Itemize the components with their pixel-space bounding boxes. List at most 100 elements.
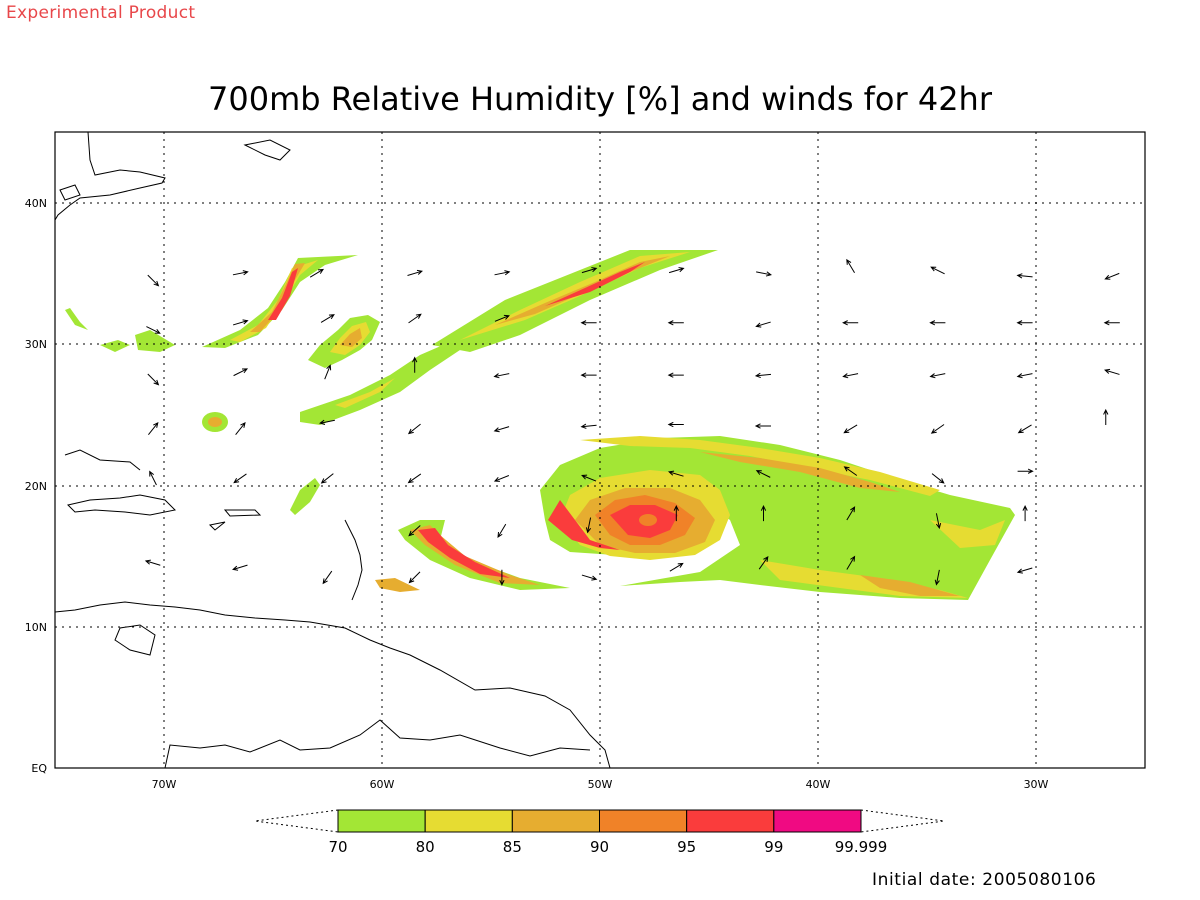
wind-arrow-65	[673, 504, 679, 522]
map-frame	[54, 131, 1146, 769]
grid-lines	[55, 132, 1145, 768]
colorbar-label-3: 90	[590, 838, 609, 856]
wind-arrow-19	[755, 321, 771, 328]
wind-arrow-70	[408, 571, 421, 584]
wind-arrow-32	[842, 373, 859, 379]
wind-arrow-10	[1016, 273, 1033, 279]
wind-arrow-41	[580, 423, 597, 429]
wind-arrow-33	[929, 373, 946, 379]
lon-label-50w: 50W	[588, 778, 613, 791]
wind-arrow-40	[493, 426, 510, 433]
experimental-product-label: Experimental Product	[6, 3, 196, 23]
wind-arrow-8	[846, 258, 855, 273]
colorbar-right-extension	[860, 809, 945, 833]
wind-arrow-68	[935, 513, 942, 530]
wind-arrow-50	[320, 473, 334, 484]
wind-arrow-38	[319, 419, 335, 425]
wind-arrow-59	[144, 559, 161, 566]
humidity-field	[65, 250, 1015, 600]
wind-arrow-62	[408, 525, 421, 537]
wind-arrow-25	[233, 368, 249, 377]
colorbar-bin-0	[337, 809, 426, 833]
wind-arrow-64	[585, 517, 592, 534]
wind-arrow-15	[408, 313, 422, 324]
wind-arrow-24	[147, 373, 160, 386]
colorbar-label-4: 95	[677, 838, 696, 856]
colorbar-label-5: 99	[764, 838, 783, 856]
colorbar-bin-3	[599, 809, 688, 833]
colorbar-bin-4	[686, 809, 775, 833]
wind-arrow-27	[412, 356, 418, 373]
lat-label-30n: 30N	[25, 338, 47, 351]
wind-arrow-1	[232, 270, 249, 276]
wind-arrow-4	[494, 270, 511, 276]
wind-arrow-55	[755, 470, 771, 478]
wind-arrow-36	[148, 422, 159, 435]
wind-arrow-48	[149, 470, 157, 486]
lon-label-30w: 30W	[1024, 778, 1049, 791]
colorbar-label-0: 70	[328, 838, 347, 856]
wind-arrow-56	[843, 466, 858, 476]
wind-arrow-47	[1103, 408, 1109, 425]
wind-arrow-75	[846, 555, 856, 570]
axis-labels: 70W 60W 50W 40W 30W EQ 10N 20N 30N 40N	[25, 197, 1049, 791]
lat-label-20n: 20N	[25, 480, 47, 493]
wind-arrow-71	[499, 569, 505, 586]
wind-arrow-74	[758, 555, 769, 570]
wind-arrow-20	[842, 320, 859, 326]
wind-arrow-26	[324, 364, 332, 380]
wind-arrow-44	[843, 424, 858, 434]
wind-arrow-30	[667, 372, 684, 378]
wind-arrow-29	[580, 372, 597, 378]
wind-arrow-46	[1017, 424, 1032, 434]
lon-label-40w: 40W	[806, 778, 831, 791]
coast-north-america	[55, 132, 166, 221]
wind-arrow-17	[580, 320, 597, 326]
wind-arrow-28	[493, 373, 510, 379]
coastlines	[55, 132, 611, 768]
wind-arrow-49	[233, 473, 247, 484]
wind-arrow-13	[232, 319, 249, 326]
wind-arrow-72	[581, 574, 598, 581]
wind-arrow-21	[929, 320, 946, 326]
wind-arrow-45	[930, 424, 945, 434]
wind-arrow-9	[930, 266, 945, 275]
wind-arrow-53	[581, 474, 597, 482]
colorbar-label-6: 99.999	[835, 838, 888, 856]
wind-arrow-35	[1104, 368, 1120, 375]
colorbar-bin-1	[424, 809, 513, 833]
wind-arrow-61	[322, 570, 333, 585]
wind-arrow-51	[407, 473, 422, 484]
colorbar: 70 80 85 90 95 99 99.999	[254, 809, 945, 856]
wind-arrow-43	[754, 423, 771, 429]
wind-arrow-18	[667, 320, 684, 326]
colorbar-bin-5	[773, 809, 862, 833]
wind-arrow-69	[1022, 504, 1028, 522]
wind-arrow-3	[407, 269, 423, 276]
wind-arrow-11	[1104, 272, 1120, 280]
colorbar-bin-2	[511, 809, 600, 833]
wind-arrow-23	[1103, 320, 1120, 326]
wind-arrow-6	[668, 267, 685, 274]
wind-arrow-67	[846, 506, 856, 521]
lon-label-60w: 60W	[370, 778, 395, 791]
wind-arrow-52	[493, 475, 510, 482]
lat-label-10n: 10N	[25, 621, 47, 634]
wind-arrow-14	[320, 314, 335, 323]
lat-label-eq: EQ	[31, 762, 47, 775]
colorbar-label-1: 80	[416, 838, 435, 856]
wind-arrow-34	[1016, 373, 1033, 379]
wind-arrow-12	[146, 326, 161, 334]
wind-arrow-57	[931, 473, 945, 484]
wind-arrow-73	[669, 562, 684, 572]
map-title: 700mb Relative Humidity [%] and winds fo…	[208, 80, 992, 118]
wind-arrow-58	[1017, 468, 1034, 474]
wind-arrow-37	[235, 422, 246, 435]
colorbar-label-2: 85	[503, 838, 522, 856]
wind-arrow-60	[232, 564, 248, 571]
rh-band-jet	[432, 250, 718, 352]
wind-arrow-54	[668, 470, 684, 477]
wind-arrow-7	[756, 271, 772, 277]
wind-arrow-2	[309, 268, 325, 278]
